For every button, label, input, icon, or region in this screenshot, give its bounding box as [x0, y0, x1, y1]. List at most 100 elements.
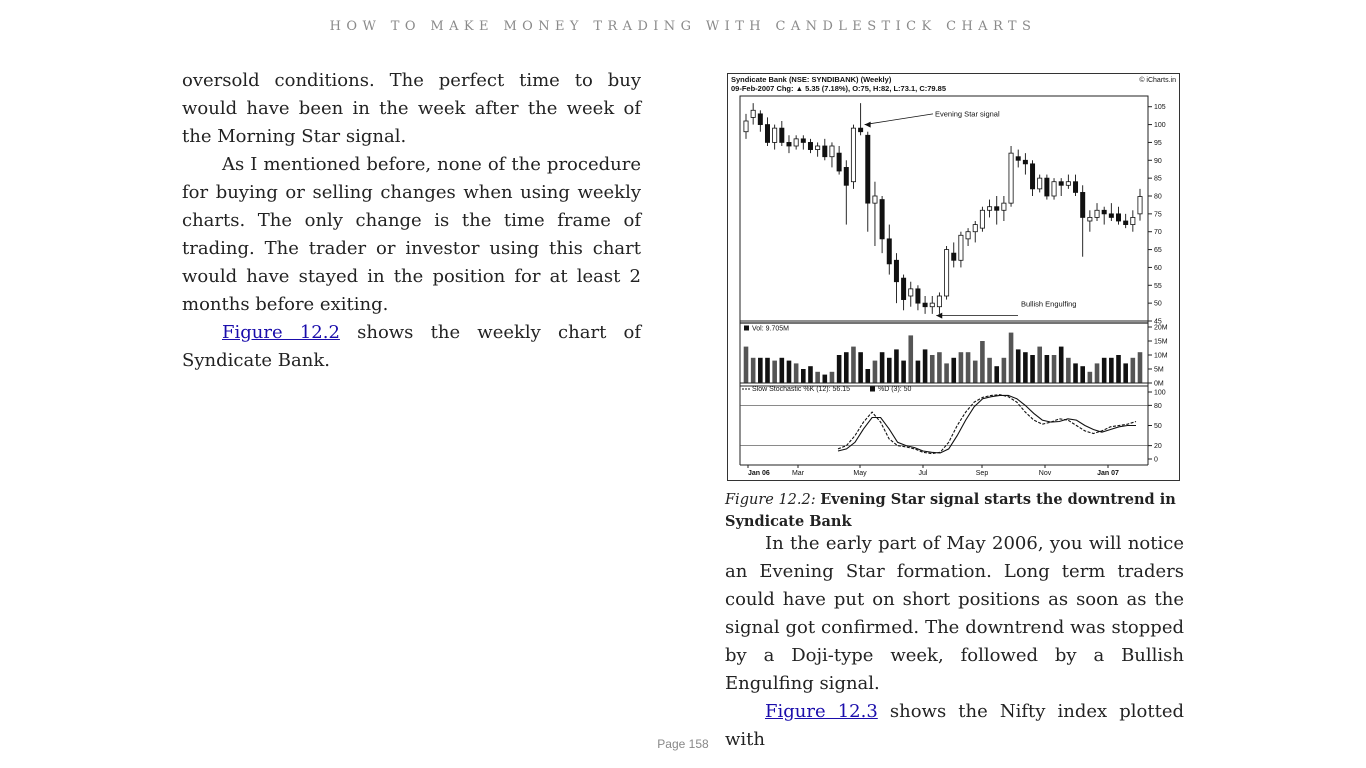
candle-body — [1037, 177, 1043, 190]
candle-body — [1065, 181, 1071, 186]
candle-body — [1108, 213, 1114, 218]
volume-bar — [987, 357, 992, 383]
volume-tick-label: 20M — [1154, 325, 1168, 332]
stoch-k-line — [837, 394, 1137, 455]
volume-bar — [915, 360, 921, 383]
candle-body — [929, 302, 935, 308]
candle-body — [915, 288, 921, 304]
x-tick-label: May — [853, 470, 867, 477]
stoch-d-label: %D (3): 50 — [878, 386, 912, 393]
stoch-tick-label: 20 — [1154, 443, 1162, 450]
right-column: In the early part of May 2006, you will … — [725, 530, 1184, 754]
candle-body — [764, 124, 770, 143]
volume-bar — [1073, 363, 1078, 383]
volume-bar — [894, 349, 899, 383]
candle-body — [1044, 177, 1050, 197]
volume-bar — [1001, 357, 1007, 383]
volume-bar — [779, 357, 785, 383]
volume-bar — [1008, 332, 1014, 383]
volume-bar — [793, 363, 799, 383]
candle-body — [908, 288, 914, 297]
price-tick-label: 95 — [1154, 140, 1162, 147]
volume-bar — [1058, 346, 1064, 383]
candle-body — [879, 199, 885, 240]
arrow-head — [864, 121, 871, 128]
paragraph-text: shows the weekly chart of Syndicate Bank… — [182, 322, 642, 371]
candle-body — [958, 234, 964, 261]
annotation-arrow — [864, 113, 934, 125]
candle-body — [836, 152, 842, 172]
stoch-tick-label: 0 — [1154, 457, 1158, 464]
candle-body — [1080, 192, 1086, 218]
volume-bar — [843, 352, 849, 383]
candle-body — [972, 224, 978, 233]
chart-subtitle: 09-Feb-2007 Chg: ▲ 5.35 (7.18%), O:75, H… — [731, 84, 946, 93]
candle-body — [1137, 196, 1143, 215]
arrow-head — [936, 312, 943, 319]
candle-body — [886, 238, 892, 265]
candle-body — [936, 295, 942, 308]
price-tick-label: 85 — [1154, 176, 1162, 183]
volume-label: Vol: 9.705M — [752, 326, 789, 333]
volume-bar — [1030, 355, 1035, 383]
candle-body — [757, 113, 763, 125]
annotation-label: Evening Star signal — [935, 109, 1000, 118]
candle-body — [979, 209, 985, 229]
volume-bar — [758, 357, 763, 383]
volume-tick-label: 0M — [1154, 381, 1164, 388]
volume-bar — [1130, 357, 1136, 383]
candle-body — [944, 249, 950, 297]
volume-bar — [965, 352, 971, 383]
candle-body — [1001, 202, 1007, 211]
x-tick-label: Nov — [1039, 470, 1052, 477]
price-tick-label: 80 — [1154, 194, 1162, 201]
volume-bar — [1066, 357, 1071, 383]
candle-body — [901, 277, 907, 300]
figure-link[interactable]: Figure 12.2 — [222, 322, 340, 343]
candle-body — [1008, 152, 1014, 204]
page-number: Page 158 — [657, 737, 709, 751]
paragraph: As I mentioned before, none of the proce… — [182, 154, 641, 315]
paragraph: Figure 12.2 shows the weekly chart of Sy… — [182, 319, 641, 375]
volume-bar — [1087, 371, 1093, 383]
volume-bar — [951, 357, 957, 383]
candle-body — [872, 195, 878, 204]
price-tick-label: 105 — [1154, 104, 1166, 111]
candle-body — [822, 145, 828, 158]
paragraph-text: shows the Nifty index plotted with — [725, 701, 1184, 750]
price-tick-label: 90 — [1154, 158, 1162, 165]
candle-body — [850, 127, 856, 183]
volume-bar — [786, 360, 792, 383]
candle-body — [743, 120, 749, 133]
volume-bar — [972, 360, 978, 383]
stoch-k-label: Slow Stochastic %K (12): 56.15 — [752, 386, 850, 393]
left-column: oversold conditions. The perfect time to… — [182, 67, 641, 375]
x-tick-label: Mar — [792, 470, 805, 477]
volume-bar — [851, 346, 856, 383]
candle-body — [987, 206, 993, 211]
chart-title: Syndicate Bank (NSE: SYNDIBANK) (Weekly) — [731, 75, 892, 84]
volume-legend-swatch — [744, 325, 749, 331]
volume-bar — [958, 352, 964, 383]
candle-body — [965, 231, 971, 240]
candle-body — [1116, 213, 1122, 222]
volume-bar — [1051, 355, 1057, 383]
price-tick-label: 75 — [1154, 211, 1162, 218]
volume-bar — [929, 355, 935, 383]
stoch-tick-label: 100 — [1154, 390, 1166, 397]
volume-bar — [1094, 363, 1100, 383]
price-tick-label: 100 — [1154, 122, 1166, 129]
volume-bar — [944, 363, 949, 383]
candle-body — [815, 145, 821, 150]
figure-link[interactable]: Figure 12.3 — [765, 701, 878, 722]
volume-bar — [908, 335, 914, 383]
candle-body — [1015, 156, 1021, 161]
volume-bar — [1080, 366, 1085, 383]
candle-body — [893, 259, 899, 283]
volume-bar — [1116, 355, 1121, 383]
candle-body — [1094, 209, 1100, 218]
price-tick-label: 55 — [1154, 283, 1162, 290]
volume-bar — [879, 352, 885, 383]
candle-body — [750, 109, 756, 118]
volume-bar — [750, 357, 756, 383]
